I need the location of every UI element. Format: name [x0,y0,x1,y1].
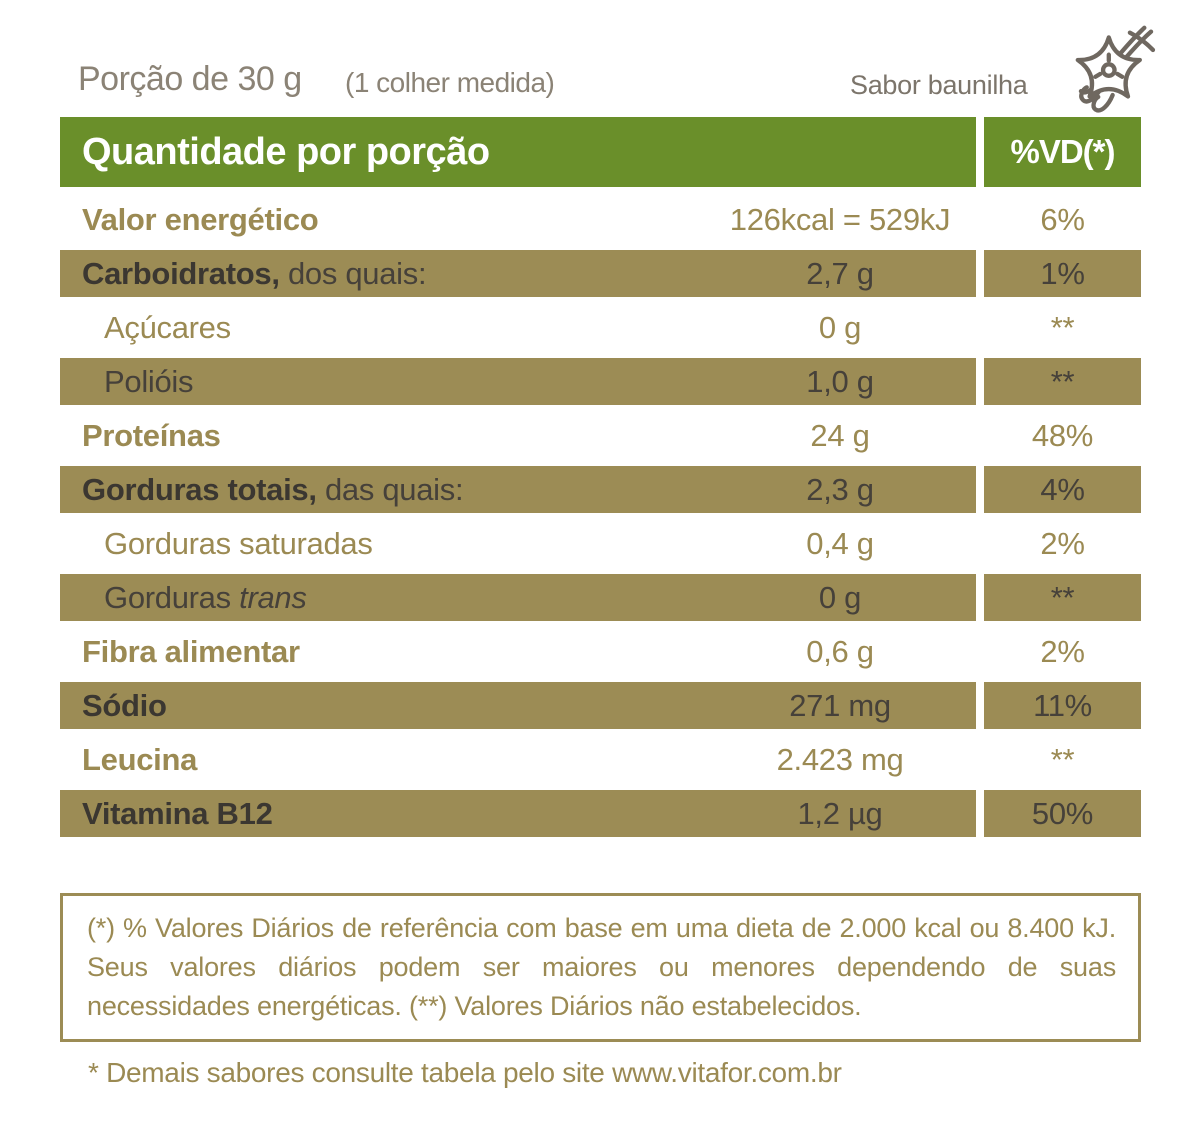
nutrient-daily-value: 50% [984,790,1141,837]
nutrient-daily-value: ** [1050,309,1075,345]
table-row: Polióis 1,0 g ** [60,358,1141,405]
nutrient-daily-value: ** [984,574,1141,621]
nutrient-name: Vitamina B12 [82,795,273,831]
row-label-cell: Gorduras saturadas 0,4 g [60,520,976,567]
nutrient-amount: 0 g [818,579,862,615]
vanilla-flower-icon [1075,25,1156,113]
table-row: Gorduras saturadas 0,4 g 2% [60,520,1141,567]
nutrient-amount: 126kcal = 529kJ [729,201,951,237]
row-label-cell: Valor energético 126kcal = 529kJ [60,196,976,243]
nutrient-amount: 0,6 g [806,633,874,669]
nutrient-daily-value: 2% [1040,525,1085,561]
nutrient-name: Leucina [82,741,198,777]
nutrient-amount: 0,4 g [806,525,874,561]
flavors-site-note: * Demais sabores consulte tabela pelo si… [88,1057,842,1088]
nutrient-daily-value: ** [984,358,1141,405]
table-row: Gorduras totais, das quais: 2,3 g 4% [60,466,1141,513]
nutrient-amount: 2,3 g [806,471,874,507]
row-label-cell: Proteínas 24 g [60,412,976,459]
nutrient-name: Gorduras totais, das quais: [82,471,464,507]
nutrient-name: Açúcares [104,309,231,345]
nutrient-daily-value: 4% [984,466,1141,513]
portion-size-label: Porção de 30 g [78,60,302,98]
nutrient-name: Fibra alimentar [82,633,300,669]
nutrient-name: Valor energético [82,201,319,237]
table-row: Açúcares 0 g ** [60,304,1141,351]
row-label-cell: Gorduras trans 0 g [60,574,976,621]
nutrient-amount: 1,2 µg [797,795,883,831]
nutrition-rows: Valor energético 126kcal = 529kJ 6% Carb… [60,196,1141,844]
row-label-cell: Carboidratos, dos quais: 2,7 g [60,250,976,297]
table-header-quantity: Quantidade por porção [60,117,976,187]
daily-values-footnote-text: (*) % Valores Diários de referência com … [87,913,1116,1021]
nutrient-amount: 2,7 g [806,255,874,291]
table-row: Sódio 271 mg 11% [60,682,1141,729]
nutrient-amount: 0 g [818,309,862,345]
table-header-dv-label: %VD(*) [1010,133,1115,170]
nutrient-daily-value: 11% [984,682,1141,729]
nutrient-name: Proteínas [82,417,221,453]
table-row: Carboidratos, dos quais: 2,7 g 1% [60,250,1141,297]
row-label-cell: Polióis 1,0 g [60,358,976,405]
measure-note: (1 colher medida) [345,67,555,98]
nutrient-amount: 2.423 mg [776,741,904,777]
table-row: Proteínas 24 g 48% [60,412,1141,459]
nutrient-amount: 271 mg [789,687,891,723]
nutrient-name: Gorduras trans [104,579,307,615]
table-row: Vitamina B12 1,2 µg 50% [60,790,1141,837]
table-row: Valor energético 126kcal = 529kJ 6% [60,196,1141,243]
table-row: Fibra alimentar 0,6 g 2% [60,628,1141,675]
nutrient-name: Carboidratos, dos quais: [82,255,427,291]
nutrient-daily-value: ** [1050,741,1075,777]
nutrient-name: Sódio [82,687,167,723]
table-header-quantity-label: Quantidade por porção [82,130,490,173]
row-label-cell: Fibra alimentar 0,6 g [60,628,976,675]
table-header: Quantidade por porção %VD(*) [60,117,1141,187]
nutrient-daily-value: 6% [1040,201,1085,237]
row-label-cell: Vitamina B12 1,2 µg [60,790,976,837]
row-label-cell: Leucina 2.423 mg [60,736,976,783]
nutrient-amount: 24 g [810,417,870,453]
table-row: Leucina 2.423 mg ** [60,736,1141,783]
nutrient-daily-value: 2% [1040,633,1085,669]
nutrient-amount: 1,0 g [806,363,874,399]
daily-values-footnote-box: (*) % Valores Diários de referência com … [60,893,1141,1042]
row-label-cell: Açúcares 0 g [60,304,976,351]
flavor-label: Sabor baunilha [850,70,1028,100]
nutrient-daily-value: 48% [1031,417,1094,453]
table-row: Gorduras trans 0 g ** [60,574,1141,621]
table-header-dv: %VD(*) [984,117,1141,187]
nutrient-name: Polióis [104,363,194,399]
nutrient-name: Gorduras saturadas [104,525,373,561]
row-label-cell: Sódio 271 mg [60,682,976,729]
row-label-cell: Gorduras totais, das quais: 2,3 g [60,466,976,513]
nutrient-daily-value: 1% [984,250,1141,297]
